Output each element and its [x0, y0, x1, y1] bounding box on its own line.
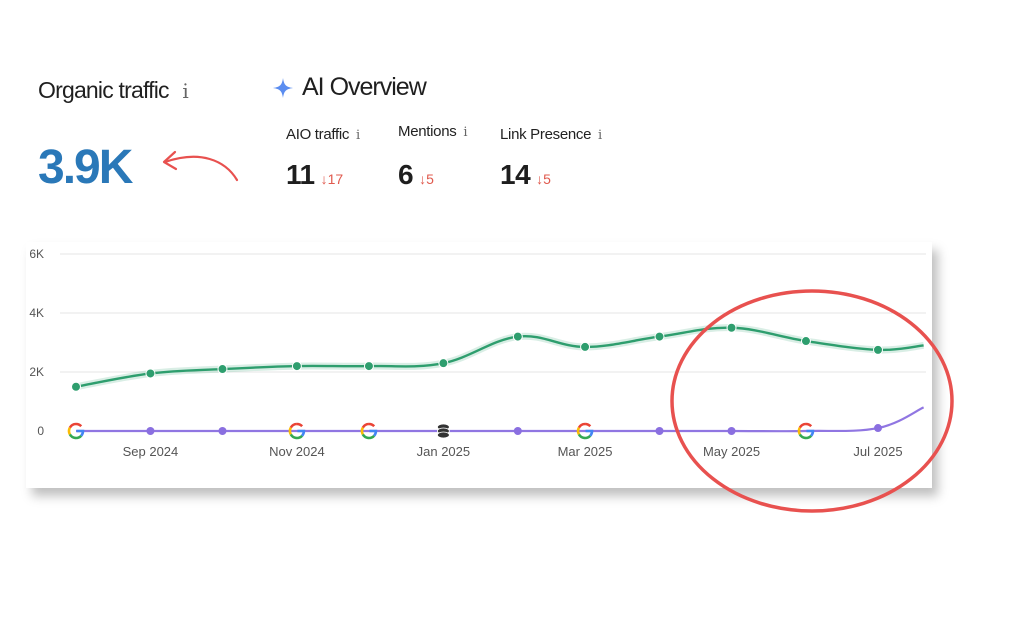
organic-point — [726, 322, 737, 333]
organic-point — [217, 364, 228, 375]
info-icon[interactable]: i — [463, 125, 468, 140]
google-icon[interactable] — [288, 422, 306, 440]
series-line-aio — [76, 406, 925, 433]
organic-traffic-value: 3.9K — [38, 141, 133, 194]
organic-traffic-label: Organic traffic — [38, 77, 170, 103]
x-tick-label: Jan 2025 — [417, 444, 471, 459]
aio-point — [874, 424, 882, 433]
y-tick-label: 2K — [29, 365, 44, 379]
aio-point — [655, 427, 664, 435]
ai-overview-title: AI Overview — [272, 73, 427, 102]
organic-point — [512, 331, 523, 342]
arrow-down-icon: ↓ — [320, 171, 328, 187]
aio-point — [727, 427, 736, 435]
aio-point — [218, 427, 227, 435]
organic-point — [873, 344, 883, 355]
ai-overview-label: AI Overview — [302, 73, 427, 101]
organic-point — [71, 381, 81, 392]
organic-point — [580, 341, 591, 352]
series-line-glow — [75, 324, 925, 391]
organic-point — [438, 358, 449, 369]
metric-link-presence: Link Presence i 14 ↓5 — [500, 126, 602, 191]
sparkle-icon — [273, 77, 293, 98]
metric-mentions: Mentions i 6 ↓5 — [398, 123, 467, 191]
aio-point — [146, 427, 155, 435]
metric-label: Link Presence — [500, 126, 592, 143]
google-icon[interactable] — [576, 422, 594, 440]
metric-delta: 5 — [543, 171, 551, 187]
aio-point — [513, 427, 522, 435]
metric-delta: 17 — [327, 171, 344, 187]
metric-delta: 5 — [426, 171, 434, 187]
arrow-down-icon: ↓ — [536, 171, 544, 187]
y-tick-label: 0 — [37, 424, 44, 438]
x-tick-label: May 2025 — [703, 444, 760, 459]
database-icon[interactable] — [436, 423, 450, 439]
metric-value: 11 — [286, 159, 315, 190]
organic-traffic-title: Organic traffic i — [38, 77, 189, 104]
metric-label: Mentions — [398, 123, 457, 140]
google-icon[interactable] — [360, 422, 378, 440]
metric-value: 6 — [398, 159, 414, 190]
organic-point — [291, 361, 302, 372]
organic-point — [363, 361, 374, 372]
info-icon[interactable]: i — [182, 79, 188, 103]
arrow-down-icon: ↓ — [419, 171, 427, 187]
organic-point — [800, 336, 811, 347]
x-tick-label: Mar 2025 — [558, 444, 613, 459]
y-tick-label: 4K — [29, 306, 44, 320]
metric-label: AIO traffic — [286, 126, 350, 143]
x-tick-label: Jul 2025 — [853, 444, 902, 459]
x-tick-label: Sep 2024 — [123, 444, 179, 459]
info-icon[interactable]: i — [355, 128, 360, 143]
y-tick-label: 6K — [29, 247, 44, 261]
organic-point — [145, 368, 156, 379]
metric-value: 14 — [500, 159, 531, 190]
organic-point — [654, 331, 665, 342]
metric-aio-traffic: AIO traffic i 11 ↓17 — [286, 126, 360, 191]
info-icon[interactable]: i — [598, 128, 602, 143]
x-tick-label: Nov 2024 — [269, 444, 325, 459]
annotation-arrow-icon — [162, 150, 239, 182]
google-icon[interactable] — [67, 422, 85, 440]
